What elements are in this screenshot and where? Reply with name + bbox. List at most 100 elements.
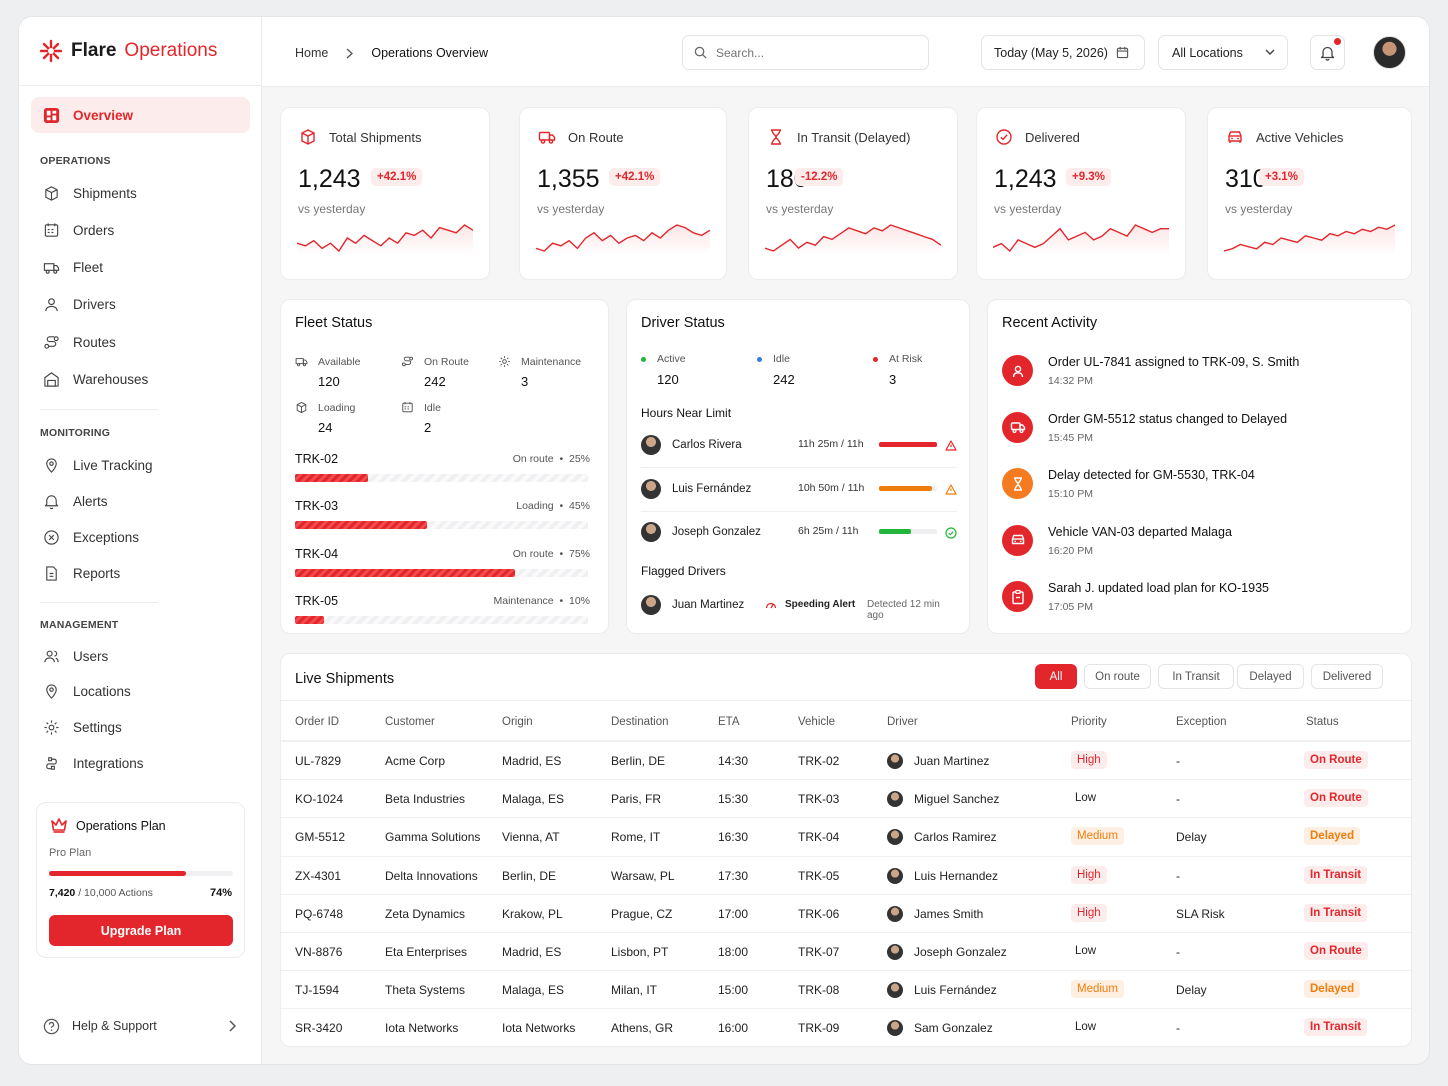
- divider: [40, 602, 158, 603]
- section-operations: OPERATIONS: [40, 155, 111, 167]
- nav-settings[interactable]: Settings: [31, 709, 250, 745]
- column-header[interactable]: Origin: [502, 716, 533, 728]
- driver-hours: 10h 50m / 11h: [798, 481, 865, 494]
- upgrade-plan-button[interactable]: Upgrade Plan: [49, 915, 233, 946]
- column-header[interactable]: Priority: [1071, 716, 1107, 728]
- driver-hours-row[interactable]: Luis Fernández 10h 50m / 11h: [641, 478, 959, 499]
- cell-dest: Prague, CZ: [611, 906, 673, 921]
- cell-id: TJ-1594: [295, 983, 340, 998]
- driver-hours-row[interactable]: Joseph Gonzalez 6h 25m / 11h: [641, 522, 959, 542]
- table-row[interactable]: PQ-6748 Zeta Dynamics Krakow, PL Prague, CZ…: [281, 893, 1411, 932]
- table-row[interactable]: UL-7829 Acme Corp Madrid, ES Berlin, DE 14:3…: [281, 741, 1411, 779]
- kpi-card[interactable]: Delivered 1,243 +9.3% vs yesterday: [976, 107, 1186, 280]
- nav-overview-label: Overview: [73, 107, 134, 123]
- status-badge: Delayed: [1304, 980, 1361, 999]
- nav-shipments[interactable]: Shipments: [31, 175, 250, 211]
- column-header[interactable]: Driver: [887, 716, 918, 728]
- flagged-driver-row[interactable]: Juan Martinez Speeding Alert Detected 12…: [641, 595, 959, 621]
- kpi-card[interactable]: Active Vehicles 310 +3.1% vs yesterday: [1207, 107, 1412, 280]
- nav-locations[interactable]: Locations: [31, 674, 250, 710]
- table-row[interactable]: ZX-4301 Delta Innovations Berlin, DE Warsaw…: [281, 855, 1411, 894]
- nav-orders[interactable]: Orders: [31, 212, 250, 248]
- activity-icon-wrap: [1002, 411, 1033, 443]
- activity-item[interactable]: Delay detected for GM-5530, TRK-04 15:10…: [988, 468, 1408, 512]
- brand-logo[interactable]: Flare Operations: [39, 39, 217, 63]
- cell-customer: Gamma Solutions: [385, 830, 481, 845]
- table-row[interactable]: TJ-1594 Theta Systems Malaga, ES Milan, IT 1…: [281, 970, 1411, 1008]
- date-picker[interactable]: Today (May 5, 2026): [981, 35, 1145, 70]
- search-input[interactable]: [716, 45, 906, 60]
- flagged-alert: Speeding Alert: [785, 599, 856, 610]
- kpi-title: Delivered: [995, 128, 1080, 146]
- vehicle-progress-track: [295, 521, 588, 530]
- help-support-link[interactable]: Help & Support: [31, 1012, 250, 1040]
- exception-icon: [44, 529, 59, 545]
- column-header[interactable]: Destination: [611, 716, 669, 728]
- nav-users[interactable]: Users: [31, 638, 250, 674]
- cell-id: KO-1024: [295, 792, 344, 807]
- search-box[interactable]: [682, 35, 929, 70]
- nav-drivers[interactable]: Drivers: [31, 287, 250, 323]
- table-row[interactable]: VN-8876 Eta Enterprises Madrid, ES Lisbon, …: [281, 932, 1411, 970]
- kpi-card[interactable]: On Route 1,355 +42.1% vs yesterday: [519, 107, 727, 280]
- nav-fleet[interactable]: Fleet: [31, 250, 250, 286]
- nav-reports[interactable]: Reports: [31, 555, 250, 591]
- fleet-vehicle-row[interactable]: TRK-02 On route • 25%: [295, 452, 590, 486]
- fleet-vehicle-row[interactable]: TRK-03 Loading • 45%: [295, 499, 590, 533]
- table-row[interactable]: SR-3420 Iota Networks Iota Networks Athens,…: [281, 1008, 1411, 1046]
- nav-live-tracking[interactable]: Live Tracking: [31, 447, 250, 483]
- status-badge: In Transit: [1304, 903, 1368, 922]
- activity-icon-wrap: [1002, 468, 1033, 499]
- fleet-vehicle-row[interactable]: TRK-05 Maintenance • 10%: [295, 594, 590, 628]
- column-header[interactable]: Exception: [1176, 716, 1227, 728]
- nav-drivers-label: Drivers: [73, 297, 116, 313]
- nav-integrations[interactable]: Integrations: [31, 745, 250, 781]
- activity-text: Order UL-7841 assigned to TRK-09, S. Smi…: [1048, 355, 1300, 369]
- kpi-sparkline: [765, 224, 941, 255]
- activity-item[interactable]: Vehicle VAN-03 departed Malaga 16:20 PM: [988, 524, 1408, 569]
- filter-in-transit[interactable]: In Transit: [1158, 664, 1234, 689]
- nav-routes[interactable]: Routes: [31, 324, 250, 360]
- nav-alerts[interactable]: Alerts: [31, 483, 250, 519]
- column-header[interactable]: Order ID: [295, 716, 340, 728]
- driver-hours-row[interactable]: Carlos Rivera 11h 25m / 11h: [641, 435, 959, 455]
- driver-status-title: Driver Status: [641, 315, 725, 331]
- nav-overview[interactable]: Overview: [31, 97, 250, 133]
- user-avatar[interactable]: [1373, 36, 1406, 69]
- package-icon: [296, 402, 307, 413]
- filter-delayed[interactable]: Delayed: [1237, 664, 1304, 689]
- vehicle-status-label: On route: [512, 547, 554, 560]
- column-header[interactable]: Status: [1306, 716, 1339, 728]
- notifications-button[interactable]: [1310, 35, 1345, 70]
- table-row[interactable]: GM-5512 Gamma Solutions Vienna, AT Rome, IT…: [281, 817, 1411, 855]
- filter-delivered[interactable]: Delivered: [1311, 664, 1383, 689]
- fleet-vehicle-row[interactable]: TRK-04 On route • 75%: [295, 547, 590, 581]
- priority-badge: High: [1071, 865, 1107, 884]
- divider: [641, 467, 957, 468]
- activity-item[interactable]: Order UL-7841 assigned to TRK-09, S. Smi…: [988, 355, 1408, 399]
- column-header[interactable]: Customer: [385, 716, 435, 728]
- column-header[interactable]: ETA: [718, 716, 740, 728]
- hours-near-limit-title: Hours Near Limit: [641, 406, 732, 420]
- kpi-card[interactable]: In Transit (Delayed) 180 -12.2% vs yeste…: [748, 107, 958, 280]
- activity-item[interactable]: Order GM-5512 status changed to Delayed …: [988, 411, 1408, 456]
- kpi-card[interactable]: Total Shipments 1,243 +42.1% vs yesterda…: [280, 107, 490, 280]
- location-select[interactable]: All Locations: [1158, 35, 1288, 70]
- nav-warehouses[interactable]: Warehouses: [31, 362, 250, 398]
- cell-vehicle: TRK-04: [798, 830, 840, 845]
- column-header[interactable]: Vehicle: [798, 716, 836, 728]
- nav-alerts-label: Alerts: [73, 493, 108, 509]
- breadcrumb-home[interactable]: Home: [295, 46, 329, 60]
- filter-on-route[interactable]: On route: [1084, 664, 1151, 689]
- activity-item[interactable]: Sarah J. updated load plan for KO-1935 1…: [988, 581, 1408, 625]
- nav-exceptions[interactable]: Exceptions: [31, 519, 250, 555]
- table-row[interactable]: KO-1024 Beta Industries Malaga, ES Paris, F…: [281, 779, 1411, 817]
- filter-all[interactable]: All: [1035, 664, 1077, 689]
- cell-exception: SLA Risk: [1176, 906, 1225, 921]
- driver-hours: 11h 25m / 11h: [798, 438, 864, 450]
- driver-avatar: [641, 435, 661, 455]
- cell-eta: 18:00: [718, 945, 749, 959]
- activity-text: Vehicle VAN-03 departed Malaga: [1048, 524, 1232, 539]
- cell-eta: 17:00: [718, 906, 749, 921]
- cell-vehicle: TRK-07: [798, 945, 840, 959]
